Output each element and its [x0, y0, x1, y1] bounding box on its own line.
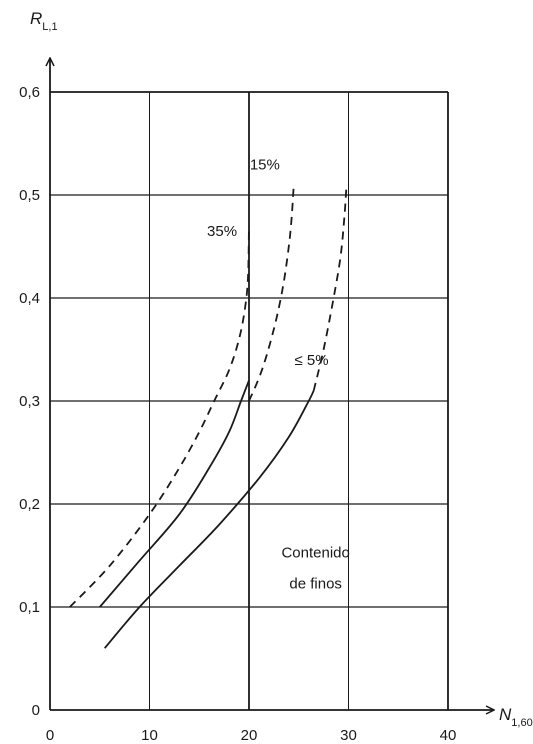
series-line-0 — [69, 225, 250, 608]
annotations: 35% 15% ≤ 5% Contenido de finos — [207, 156, 350, 592]
y-tick-label: 0,3 — [19, 393, 40, 410]
y-axis-label: RL,1 — [30, 9, 58, 33]
x-tick-label: 20 — [241, 727, 258, 744]
annotation-4: de finos — [289, 575, 342, 592]
y-tick-label: 0,6 — [19, 84, 40, 101]
annotation-2: ≤ 5% — [295, 352, 329, 369]
x-axis-label: N1,60 — [499, 705, 533, 729]
y-tick-label: 0,5 — [19, 187, 40, 204]
series-group — [69, 184, 348, 649]
annotation-0: 35% — [207, 223, 237, 240]
y-tick-label: 0,2 — [19, 496, 40, 513]
series-line-1 — [99, 380, 250, 608]
x-tick-label: 0 — [46, 727, 54, 744]
y-tick-label: 0 — [32, 702, 40, 719]
y-axis-label-main: R — [30, 9, 42, 28]
grid — [50, 91, 449, 710]
x-tick-label: 40 — [440, 727, 457, 744]
y-tick-label: 0,4 — [19, 290, 40, 307]
annotation-1: 15% — [250, 156, 280, 173]
x-axis-label-main: N — [499, 705, 512, 724]
annotation-3: Contenido — [281, 545, 349, 562]
series-line-2 — [248, 184, 295, 402]
tick-labels: 0 10 20 30 40 0 0,1 0,2 0,3 0,4 0,5 0,6 — [19, 84, 456, 744]
y-axis-label-sub: L,1 — [42, 21, 57, 33]
series-line-4 — [312, 184, 348, 391]
x-tick-label: 30 — [340, 727, 357, 744]
axes — [50, 58, 494, 710]
x-axis-label-sub: 1,60 — [511, 717, 532, 729]
x-tick-label: 10 — [141, 727, 158, 744]
series-line-3 — [104, 390, 315, 649]
y-tick-label: 0,1 — [19, 599, 40, 616]
